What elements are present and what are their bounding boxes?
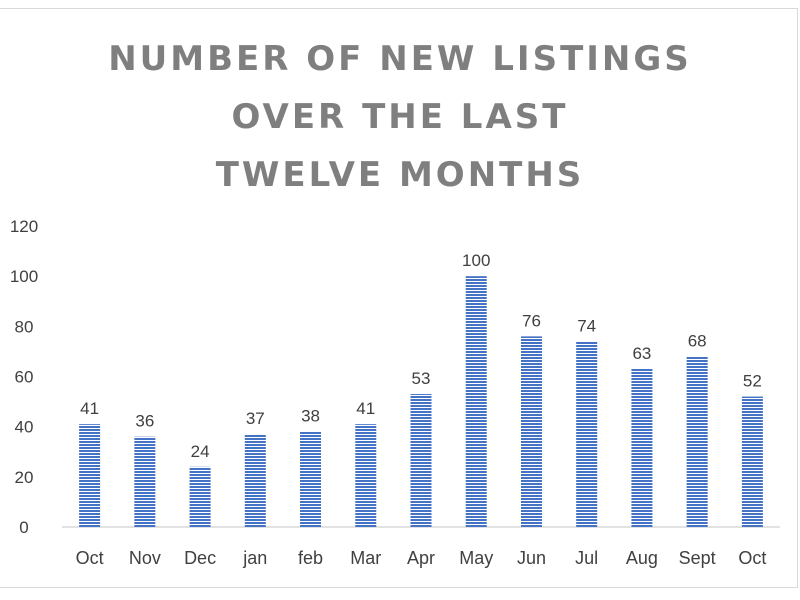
x-tick-label: Jul	[575, 548, 598, 568]
y-tick-label: 120	[10, 217, 38, 236]
bar	[189, 466, 211, 527]
bar	[410, 394, 432, 527]
bar	[520, 336, 542, 527]
data-label: 53	[412, 369, 431, 388]
data-label: 41	[80, 399, 99, 418]
chart-title-line-2: OVER THE LAST	[231, 97, 569, 137]
y-tick-label: 0	[19, 518, 28, 537]
bar	[79, 424, 101, 527]
data-label: 74	[577, 316, 596, 335]
data-label: 100	[462, 251, 490, 270]
chart-title-line-1: NUMBER OF NEW LISTINGS	[108, 39, 692, 79]
data-label: 41	[356, 399, 375, 418]
x-tick-label: Oct	[738, 548, 766, 568]
y-tick-label: 80	[15, 317, 34, 336]
data-label: 52	[743, 372, 762, 391]
y-axis: 0 20 40 60 80 100 120	[10, 217, 780, 537]
bar	[355, 424, 377, 527]
chart-title: NUMBER OF NEW LISTINGS OVER THE LAST TWE…	[0, 30, 800, 204]
data-label: 36	[135, 412, 154, 431]
bar	[300, 431, 322, 527]
y-tick-label: 60	[15, 368, 34, 387]
y-tick-label: 100	[10, 267, 38, 286]
data-label: 24	[191, 442, 210, 461]
x-tick-label: feb	[298, 548, 323, 568]
bar-series: 41 36 24 37 38 41 53 100 76 74 63 68 52	[79, 251, 763, 527]
bar	[134, 436, 156, 527]
x-tick-label: Nov	[129, 548, 161, 568]
bar	[576, 341, 598, 527]
chart-title-line-3: TWELVE MONTHS	[215, 155, 585, 195]
data-label: 38	[301, 407, 320, 426]
data-label: 68	[688, 331, 707, 350]
bar	[244, 434, 266, 527]
y-tick-label: 40	[15, 418, 34, 437]
x-tick-label: Mar	[350, 548, 381, 568]
chart-frame	[0, 8, 798, 588]
x-axis: Oct Nov Dec jan feb Mar Apr May Jun Jul Aug Sept Oct	[76, 548, 767, 568]
x-tick-label: Oct	[76, 548, 104, 568]
bar	[465, 276, 487, 527]
data-label: 63	[632, 344, 651, 363]
bar	[741, 396, 763, 527]
x-tick-label: Apr	[407, 548, 435, 568]
x-tick-label: jan	[242, 548, 267, 568]
y-tick-label: 20	[15, 468, 34, 487]
x-tick-label: Jun	[517, 548, 546, 568]
data-label: 37	[246, 409, 265, 428]
bar	[686, 356, 708, 527]
data-label: 76	[522, 311, 541, 330]
x-tick-label: Dec	[184, 548, 216, 568]
x-tick-label: Aug	[626, 548, 658, 568]
x-tick-label: May	[459, 548, 493, 568]
bar	[631, 368, 653, 527]
x-tick-label: Sept	[679, 548, 716, 568]
